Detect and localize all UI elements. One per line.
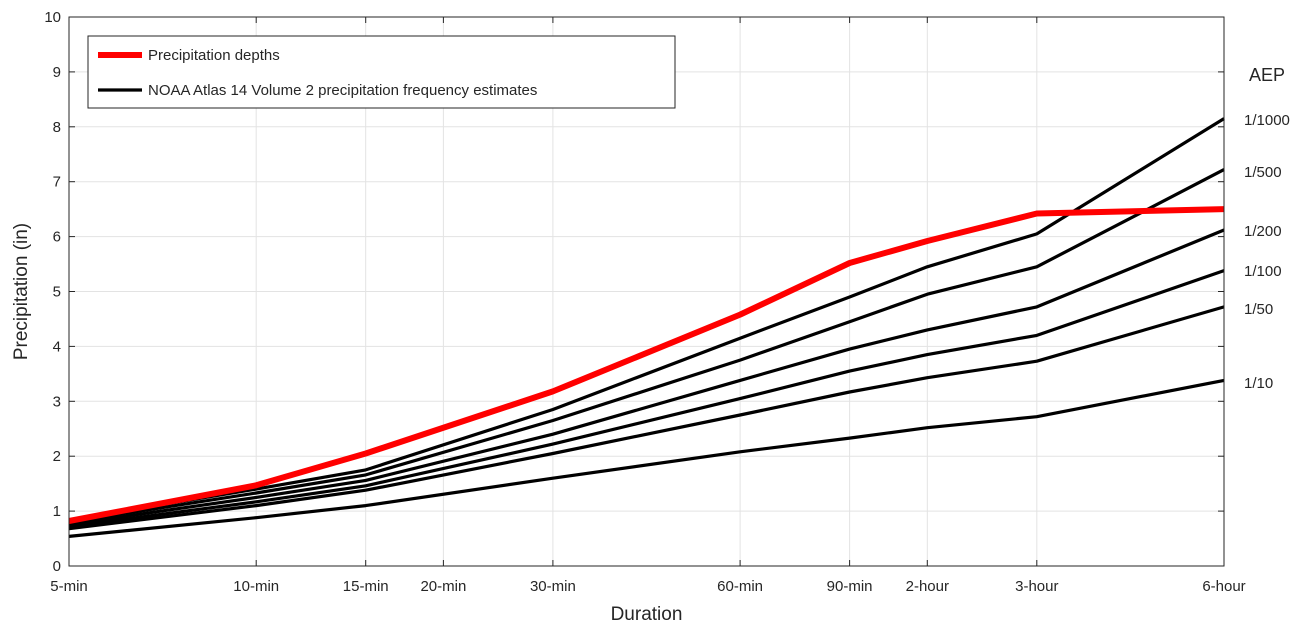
series-lines bbox=[68, 117, 1225, 538]
y-tick-label: 0 bbox=[53, 558, 61, 575]
plot-frame bbox=[68, 16, 1225, 567]
aep-label-1-10: 1/10 bbox=[1244, 375, 1273, 392]
legend-label-noaa: NOAA Atlas 14 Volume 2 precipitation fre… bbox=[148, 82, 537, 99]
x-tick-label: 60-min bbox=[717, 578, 763, 595]
x-axis-title: Duration bbox=[611, 604, 683, 625]
x-tick-label: 15-min bbox=[343, 578, 389, 595]
x-tick-label: 5-min bbox=[50, 578, 88, 595]
legend: Precipitation depths NOAA Atlas 14 Volum… bbox=[87, 35, 676, 109]
y-tick-label: 9 bbox=[53, 64, 61, 81]
y-tick-label: 2 bbox=[53, 448, 61, 465]
y-tick-label: 8 bbox=[53, 119, 61, 136]
x-tick-label: 2-hour bbox=[906, 578, 949, 595]
series-line-aep-1-10 bbox=[68, 378, 1225, 538]
aep-title: AEP bbox=[1249, 65, 1285, 85]
aep-label-1-200: 1/200 bbox=[1244, 223, 1282, 240]
series-line-aep-1-1000 bbox=[68, 117, 1225, 522]
plot-border bbox=[68, 16, 1225, 567]
y-tick-label: 10 bbox=[44, 9, 61, 26]
series-line-aep-1-100 bbox=[68, 269, 1225, 529]
aep-labels: AEP 1/1000 1/500 1/200 1/100 1/50 1/10 bbox=[1244, 65, 1290, 392]
series-line-aep-1-500 bbox=[68, 168, 1225, 524]
legend-label-precip: Precipitation depths bbox=[148, 47, 280, 64]
legend-box bbox=[87, 35, 676, 109]
aep-label-1-500: 1/500 bbox=[1244, 164, 1282, 181]
y-tick-label: 7 bbox=[53, 174, 61, 191]
x-tick-label: 6-hour bbox=[1202, 578, 1245, 595]
series-line-precipitation-depths bbox=[68, 206, 1225, 524]
series-line-aep-1-50 bbox=[68, 305, 1225, 531]
y-tick-label: 3 bbox=[53, 393, 61, 410]
x-tick-label: 10-min bbox=[233, 578, 279, 595]
x-tick-label: 20-min bbox=[420, 578, 466, 595]
aep-label-1-100: 1/100 bbox=[1244, 263, 1282, 280]
x-tick-label: 3-hour bbox=[1015, 578, 1058, 595]
tick-labels: 0 1 2 3 4 5 6 7 8 9 10 5-min 10-min 15-min 20-min 30-mi… bbox=[44, 9, 1245, 595]
y-tick-label: 4 bbox=[53, 338, 61, 355]
y-tick-label: 1 bbox=[53, 503, 61, 520]
x-tick-label: 30-min bbox=[530, 578, 576, 595]
y-axis-title: Precipitation (in) bbox=[11, 223, 32, 360]
x-tick-label: 90-min bbox=[827, 578, 873, 595]
y-tick-label: 6 bbox=[53, 229, 61, 246]
series-line-aep-1-200 bbox=[68, 228, 1225, 526]
y-tick-label: 5 bbox=[53, 284, 61, 301]
aep-label-1-50: 1/50 bbox=[1244, 301, 1273, 318]
aep-label-1-1000: 1/1000 bbox=[1244, 112, 1290, 129]
